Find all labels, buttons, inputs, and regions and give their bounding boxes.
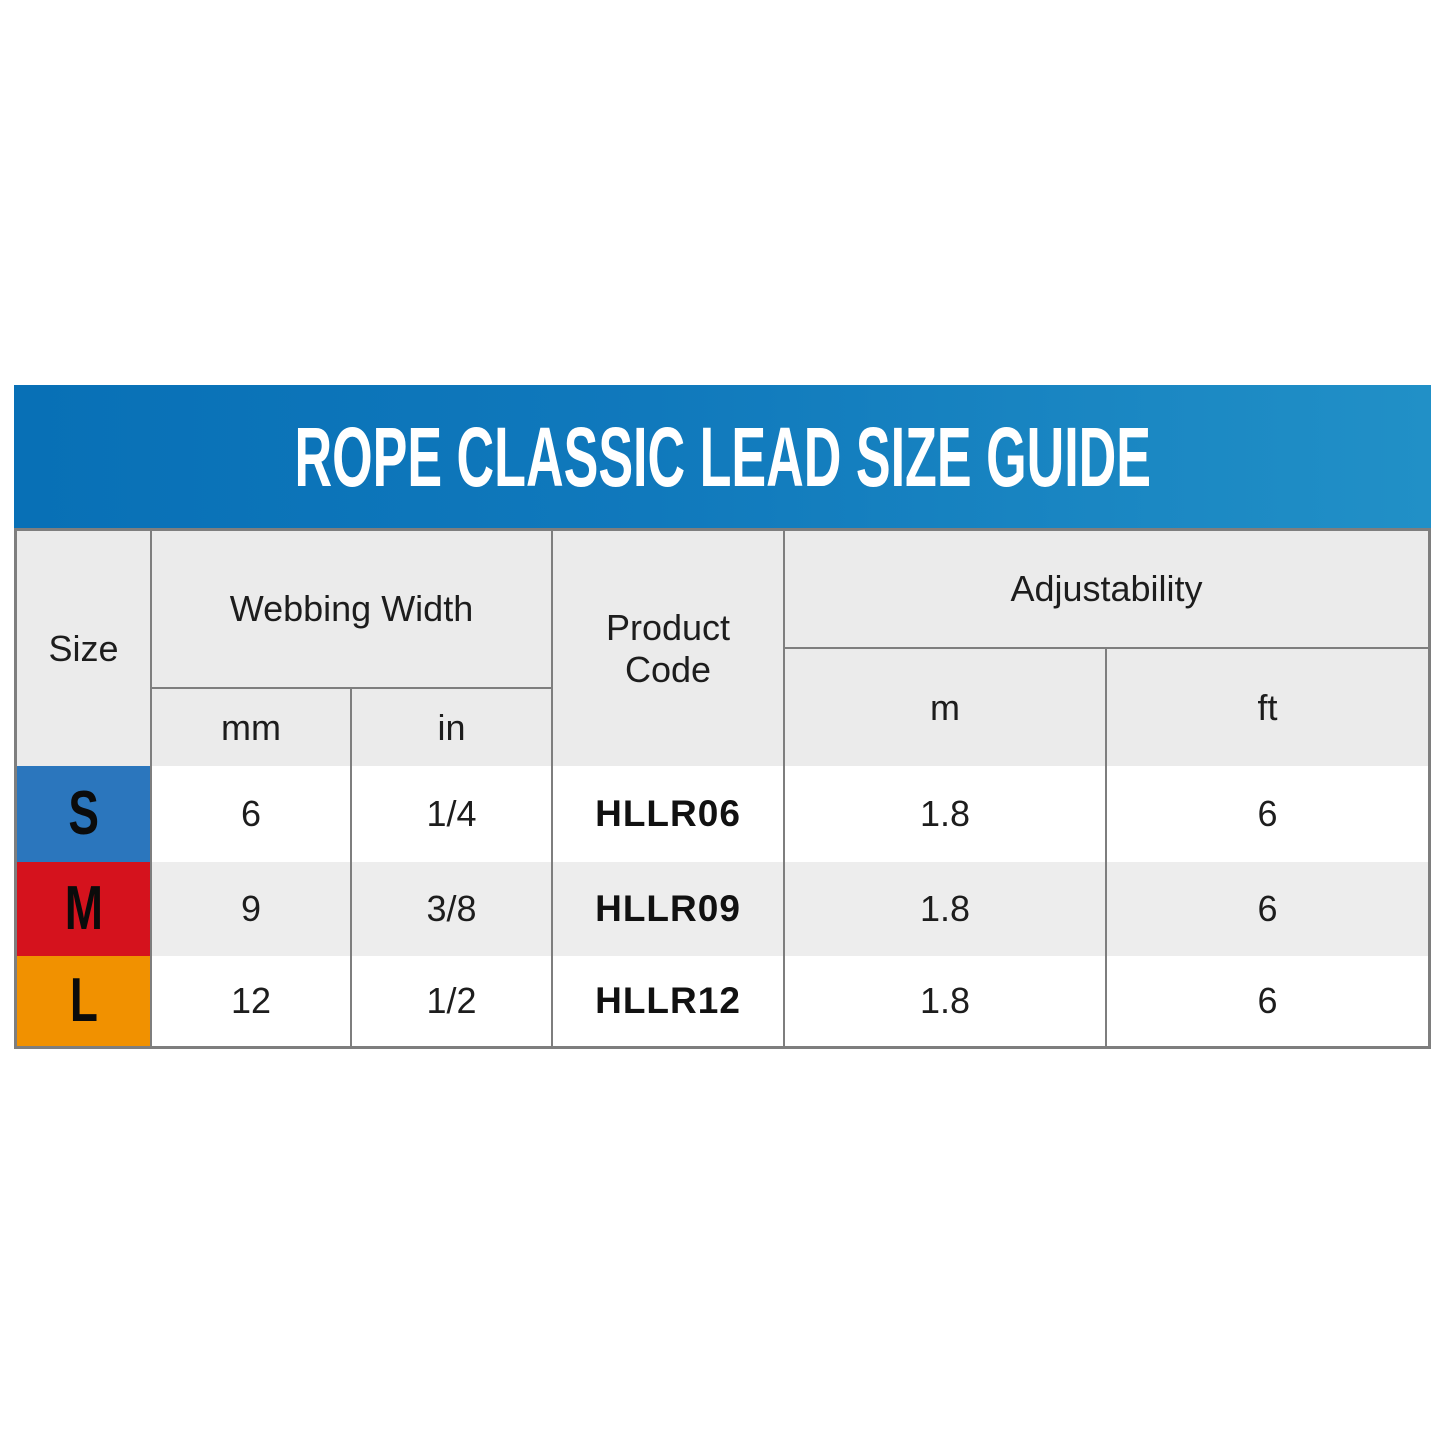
cell-s-in: 1/4 xyxy=(350,766,551,862)
cell-m-m: 1.8 xyxy=(783,862,1105,956)
column-header-ft-label: ft xyxy=(1257,686,1278,728)
cell-m-ft: 6 xyxy=(1105,862,1428,956)
column-header-webbing-width: Webbing Width xyxy=(150,531,551,687)
cell-m-product-code: HLLR09 xyxy=(551,862,783,956)
size-swatch-m: M xyxy=(17,862,150,956)
size-swatch-s: S xyxy=(17,766,150,862)
column-header-in-label: in xyxy=(437,706,466,748)
cell-l-product-code: HLLR12 xyxy=(551,956,783,1046)
column-header-size: Size xyxy=(17,531,150,766)
cell-s-ft: 6 xyxy=(1105,766,1428,862)
column-header-m: m xyxy=(783,647,1105,766)
column-header-mm: mm xyxy=(150,687,350,766)
size-swatch-m-label: M xyxy=(64,874,103,943)
column-header-m-label: m xyxy=(930,686,960,728)
table-grid: Size Webbing Width Product Code Adjustab… xyxy=(14,528,1431,1049)
column-header-product-code-label: Product Code xyxy=(605,607,731,690)
cell-s-m: 1.8 xyxy=(783,766,1105,862)
column-header-size-label: Size xyxy=(48,627,119,669)
column-header-adjustability-label: Adjustability xyxy=(1010,568,1203,610)
cell-s-mm: 6 xyxy=(150,766,350,862)
size-swatch-s-label: S xyxy=(68,779,99,848)
cell-l-in: 1/2 xyxy=(350,956,551,1046)
size-swatch-l: L xyxy=(17,956,150,1046)
cell-l-m: 1.8 xyxy=(783,956,1105,1046)
column-header-product-code: Product Code xyxy=(551,531,783,766)
column-header-adjustability: Adjustability xyxy=(783,531,1428,647)
cell-m-in: 3/8 xyxy=(350,862,551,956)
cell-m-mm: 9 xyxy=(150,862,350,956)
column-header-ft: ft xyxy=(1105,647,1428,766)
cell-l-mm: 12 xyxy=(150,956,350,1046)
cell-l-ft: 6 xyxy=(1105,956,1428,1046)
column-header-mm-label: mm xyxy=(221,706,281,748)
cell-s-product-code: HLLR06 xyxy=(551,766,783,862)
size-guide-table: ROPE CLASSIC LEAD SIZE GUIDE Size Webbin… xyxy=(14,385,1431,1049)
column-header-webbing-width-label: Webbing Width xyxy=(229,588,474,630)
size-swatch-l-label: L xyxy=(69,966,98,1035)
column-header-in: in xyxy=(350,687,551,766)
page-title: ROPE CLASSIC LEAD SIZE GUIDE xyxy=(294,409,1151,504)
title-bar: ROPE CLASSIC LEAD SIZE GUIDE xyxy=(14,385,1431,528)
